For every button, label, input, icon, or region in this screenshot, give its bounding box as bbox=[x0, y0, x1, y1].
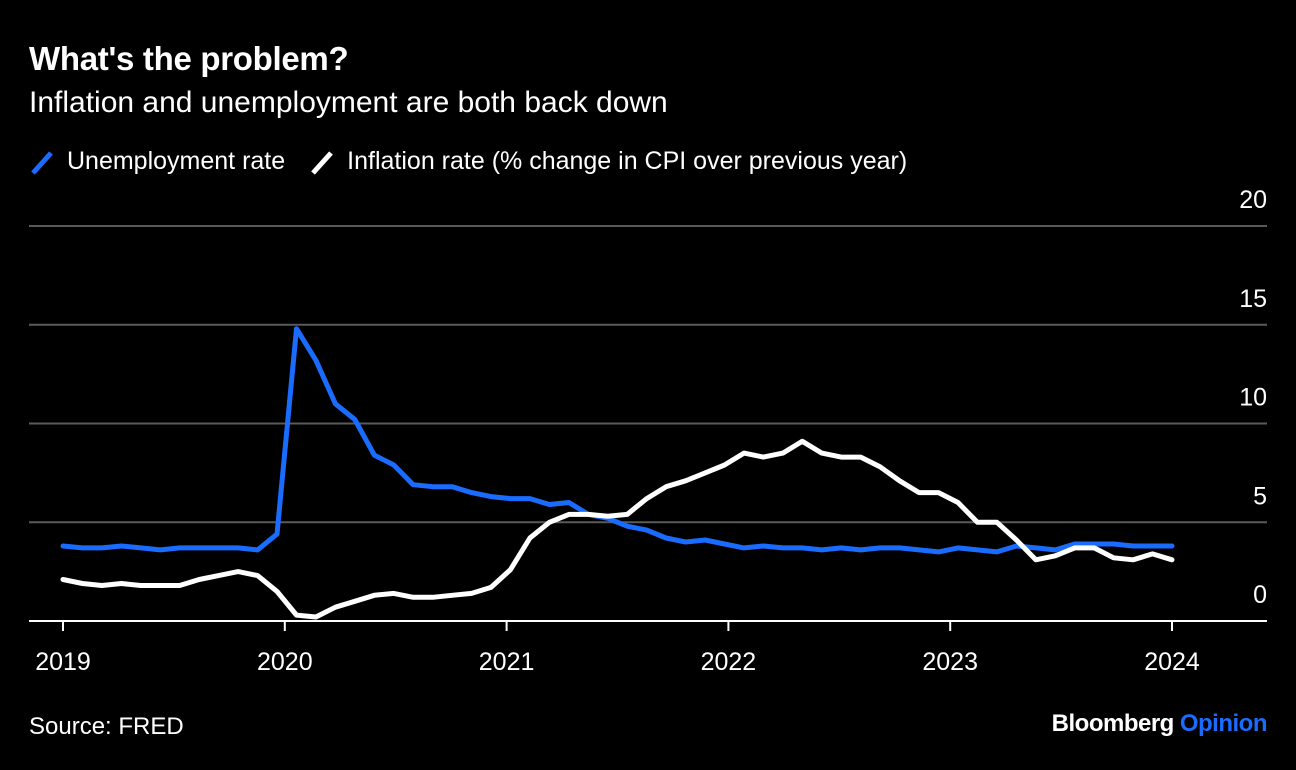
series-line-inflation bbox=[60, 438, 1175, 620]
legend-label-inflation: Inflation rate (% change in CPI over pre… bbox=[347, 147, 908, 175]
chart-title: What's the problem? bbox=[29, 40, 349, 77]
y-tick-label-15: 15 bbox=[1239, 285, 1267, 313]
brand-logo: Bloomberg Opinion bbox=[1051, 710, 1268, 738]
y-tick-label-0: 0 bbox=[1253, 581, 1267, 609]
legend-swatch-inflation bbox=[311, 150, 334, 175]
x-tick-label-2022: 2022 bbox=[701, 648, 757, 676]
brand-suffix: Opinion bbox=[1179, 710, 1268, 737]
series-line-unemployment bbox=[60, 326, 1175, 555]
y-tick-label-20: 20 bbox=[1239, 186, 1267, 214]
x-tick-label-2019: 2019 bbox=[35, 648, 91, 676]
x-tick-label-2024: 2024 bbox=[1144, 648, 1200, 676]
source-note: Source: FRED bbox=[29, 713, 184, 740]
chart-subtitle: Inflation and unemployment are both back… bbox=[29, 86, 668, 119]
x-tick-label-2020: 2020 bbox=[257, 648, 313, 676]
y-tick-label-5: 5 bbox=[1253, 482, 1267, 510]
legend: Unemployment rate Inflation rate (% chan… bbox=[29, 147, 931, 176]
legend-item-unemployment: Unemployment rate bbox=[29, 147, 285, 176]
x-tick-label-2023: 2023 bbox=[922, 648, 978, 676]
y-tick-label-10: 10 bbox=[1239, 384, 1267, 412]
brand-name: Bloomberg bbox=[1051, 710, 1175, 737]
x-tick-label-2021: 2021 bbox=[479, 648, 535, 676]
legend-item-inflation: Inflation rate (% change in CPI over pre… bbox=[309, 147, 907, 176]
legend-label-unemployment: Unemployment rate bbox=[67, 147, 286, 175]
legend-swatch-unemployment bbox=[31, 150, 53, 175]
